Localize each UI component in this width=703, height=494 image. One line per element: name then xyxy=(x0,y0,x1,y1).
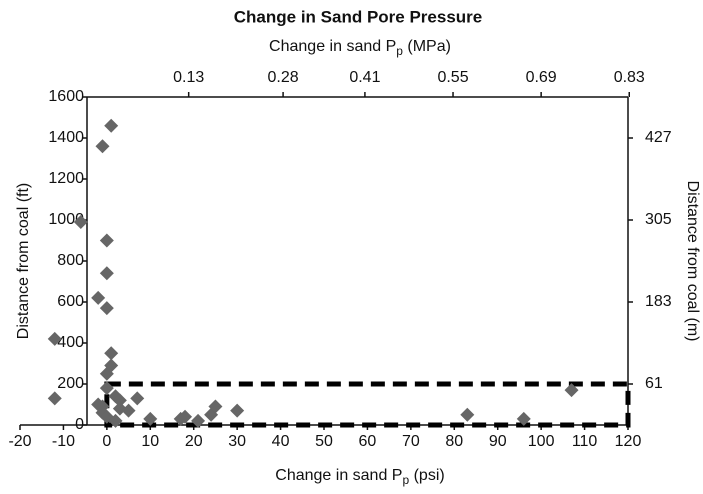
y2-tick-label: 61 xyxy=(645,375,663,392)
x-tick-label: -10 xyxy=(52,433,75,450)
label-sub: p xyxy=(402,473,409,487)
y-tick-label: 400 xyxy=(57,334,84,351)
x-tick-label: 100 xyxy=(528,433,555,450)
y-tick-label: 1600 xyxy=(48,88,84,105)
x-tick-label: 70 xyxy=(402,433,420,450)
point xyxy=(208,399,223,414)
point xyxy=(178,409,193,424)
x-tick-label: 10 xyxy=(141,433,159,450)
label-part: Change in sand P xyxy=(275,467,402,484)
y2-tick-label: 305 xyxy=(645,211,672,228)
x-axis-label: Change in sand Pp (psi) xyxy=(275,467,444,487)
point xyxy=(99,233,114,248)
y-tick-label: 600 xyxy=(57,293,84,310)
y-tick-label: 1400 xyxy=(48,129,84,146)
y-tick-label: 1000 xyxy=(48,211,84,228)
label-part: (psi) xyxy=(409,467,445,484)
label-sub: p xyxy=(396,44,403,58)
x2-tick-label: 0.28 xyxy=(268,69,299,86)
point xyxy=(104,346,119,361)
y-tick-label: 1200 xyxy=(48,170,84,187)
y2-tick-label: 183 xyxy=(645,293,672,310)
x-tick-label: 120 xyxy=(615,433,642,450)
x2-tick-label: 0.41 xyxy=(349,69,380,86)
y2-tick-label: 427 xyxy=(645,129,672,146)
point xyxy=(143,411,158,426)
x2-tick-label: 0.83 xyxy=(614,69,645,86)
x-tick-label: 20 xyxy=(185,433,203,450)
x2-tick-label: 0.13 xyxy=(173,69,204,86)
x-tick-label: 80 xyxy=(445,433,463,450)
point xyxy=(47,331,62,346)
point xyxy=(47,391,62,406)
point xyxy=(516,411,531,426)
point xyxy=(564,383,579,398)
point xyxy=(104,118,119,133)
point xyxy=(104,358,119,373)
x-tick-label: 90 xyxy=(489,433,507,450)
point xyxy=(460,407,475,422)
point xyxy=(108,413,123,428)
y-axis-label: Distance from coal (ft) xyxy=(15,183,32,339)
point xyxy=(99,301,114,316)
point xyxy=(191,413,206,428)
label-part: Change in sand P xyxy=(269,38,396,55)
x-tick-label: -20 xyxy=(8,433,31,450)
y-tick-label: 800 xyxy=(57,252,84,269)
x2-tick-label: 0.69 xyxy=(526,69,557,86)
point xyxy=(99,381,114,396)
point xyxy=(95,139,110,154)
x-tick-label: 40 xyxy=(272,433,290,450)
x-tick-label: 60 xyxy=(359,433,377,450)
x-tick-label: 110 xyxy=(572,433,598,450)
y-tick-label: 200 xyxy=(57,375,84,392)
label-part: (MPa) xyxy=(403,38,451,55)
y-tick-label: 0 xyxy=(75,416,84,433)
point xyxy=(112,393,127,408)
point xyxy=(91,290,106,305)
point xyxy=(230,403,245,418)
x-tick-label: 30 xyxy=(228,433,246,450)
point xyxy=(95,399,110,414)
point xyxy=(121,403,136,418)
x2-axis-label: Change in sand Pp (MPa) xyxy=(269,38,451,58)
y2-axis-label: Distance from coal (m) xyxy=(684,181,701,342)
x-tick-label: 0 xyxy=(102,433,111,450)
x2-tick-label: 0.55 xyxy=(437,69,468,86)
x-tick-label: 50 xyxy=(315,433,333,450)
point xyxy=(99,266,114,281)
chart-title: Change in Sand Pore Pressure xyxy=(234,7,482,26)
point xyxy=(73,215,88,230)
point xyxy=(130,391,145,406)
